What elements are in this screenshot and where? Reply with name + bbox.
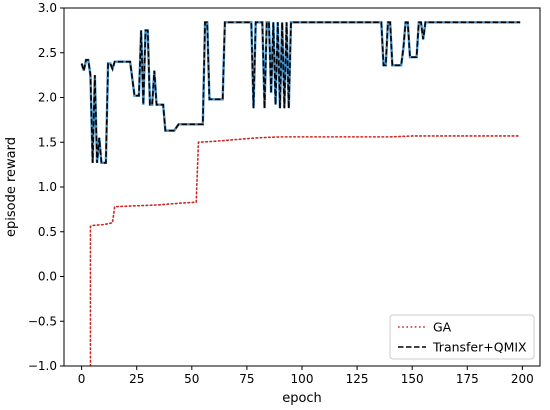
y-tick-label: 2.5: [38, 46, 57, 60]
series-layer: [80, 21, 521, 366]
y-tick-label: 3.0: [38, 1, 57, 15]
x-tick-label: 25: [129, 372, 144, 386]
x-tick-label: 75: [239, 372, 254, 386]
y-axis-label: episode reward: [4, 137, 19, 237]
x-tick-label: 50: [184, 372, 199, 386]
legend-label-transfer-qmix: Transfer+QMIX: [432, 340, 527, 355]
y-tick-label: 1.0: [38, 180, 57, 194]
y-tick-label: 2.0: [38, 91, 57, 105]
y-tick-label: −0.5: [28, 314, 57, 328]
x-tick-label: 150: [401, 372, 424, 386]
legend-label-ga: GA: [433, 320, 452, 335]
y-tick-label: 0.0: [38, 270, 57, 284]
ticks-layer: 0 25 50 75 100 125 150 175 200 −1.0 −0.5 0.0 0.5 1.0 1…: [28, 1, 534, 386]
x-axis-label: epoch: [282, 391, 322, 406]
y-tick-label: −1.0: [28, 359, 57, 373]
legend-box: [389, 314, 535, 360]
x-tick-label: 0: [78, 372, 86, 386]
x-tick-label: 125: [346, 372, 369, 386]
series-line-ga: [89, 135, 521, 366]
series-line-transfer-qmix: [80, 21, 521, 164]
x-tick-label: 100: [291, 372, 314, 386]
x-tick-label: 175: [456, 372, 479, 386]
x-tick-label: 200: [511, 372, 534, 386]
y-tick-label: 0.5: [38, 225, 57, 239]
legend: GA Transfer+QMIX: [389, 314, 535, 360]
y-tick-label: 1.5: [38, 135, 57, 149]
